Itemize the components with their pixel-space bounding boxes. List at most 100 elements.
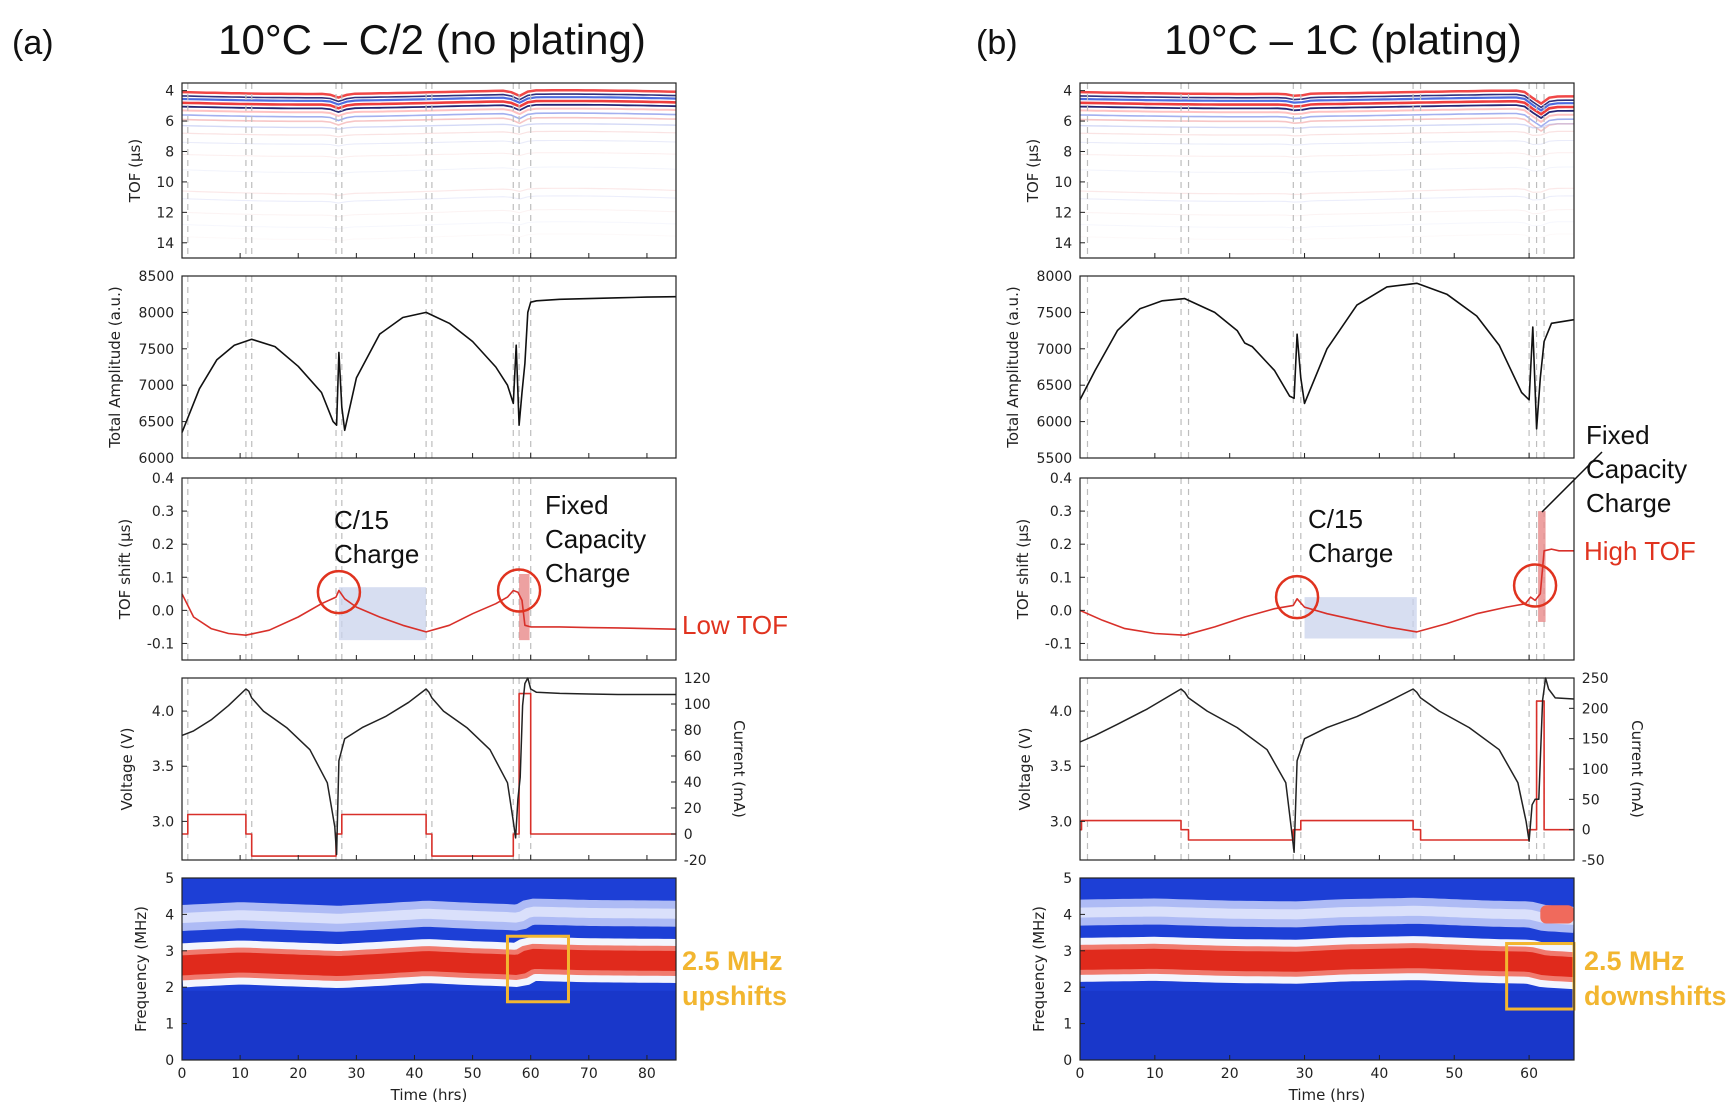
tof-waterfall-trace bbox=[181, 103, 677, 114]
freq-result-line1: 2.5 MHz bbox=[1584, 946, 1685, 976]
tof-waterfall-trace bbox=[181, 139, 677, 147]
current-y-tick-label: 100 bbox=[684, 697, 711, 713]
current-y-tick-label: 250 bbox=[1582, 671, 1609, 687]
tof-waterfall-y-tick-label: 8 bbox=[165, 144, 174, 160]
frequency-y-tick-label: 2 bbox=[1063, 980, 1072, 996]
freq-result-line2: upshifts bbox=[682, 981, 787, 1011]
voltage-y-tick-label: 3.5 bbox=[1050, 759, 1072, 775]
tof-waterfall-y-tick-label: 12 bbox=[1054, 205, 1072, 221]
spectrogram-upper-band-core bbox=[181, 906, 677, 924]
amplitude-y-tick-label: 6500 bbox=[139, 415, 175, 431]
amplitude-y-tick-label: 7500 bbox=[139, 342, 175, 358]
x-tick-label: 20 bbox=[1221, 1066, 1239, 1082]
fixed-label-line1: Fixed bbox=[545, 490, 609, 520]
fixed-label-line3: Charge bbox=[545, 558, 630, 588]
tof-waterfall-trace bbox=[181, 187, 677, 197]
fixed-leader-line bbox=[1541, 451, 1603, 513]
fixed-label-line2: Capacity bbox=[545, 524, 646, 554]
x-tick-label: 20 bbox=[289, 1066, 307, 1082]
tof-waterfall-y-tick-label: 6 bbox=[165, 114, 174, 130]
tof-shift-y-tick-label: -0.1 bbox=[147, 636, 174, 652]
current-y-tick-label: 20 bbox=[684, 801, 702, 817]
tof-waterfall-trace bbox=[1079, 139, 1574, 146]
voltage-y-tick-label: 3.0 bbox=[152, 814, 174, 830]
tof-shift-line bbox=[1079, 548, 1574, 636]
x-tick-label: 60 bbox=[522, 1066, 540, 1082]
spectrogram-low-band bbox=[182, 990, 676, 1060]
fixed-label-line3: Charge bbox=[1586, 488, 1671, 518]
x-tick-label: 10 bbox=[1146, 1066, 1164, 1082]
amplitude-y-tick-label: 8500 bbox=[139, 269, 175, 285]
tof-waterfall-trace bbox=[181, 166, 677, 175]
current-line bbox=[182, 692, 676, 857]
tof-waterfall-trace bbox=[1079, 221, 1574, 229]
tof-shift-y-tick-label: -0.1 bbox=[1045, 636, 1072, 652]
x-tick-label: 30 bbox=[1296, 1066, 1314, 1082]
tof-shift-y-tick-label: 0.1 bbox=[1050, 570, 1072, 586]
x-tick-label: 50 bbox=[1445, 1066, 1463, 1082]
x-tick-label: 0 bbox=[178, 1066, 187, 1082]
c15-label-line2: Charge bbox=[334, 539, 419, 569]
amplitude-y-tick-label: 5500 bbox=[1037, 451, 1073, 467]
current-line bbox=[1080, 700, 1574, 841]
frequency-y-tick-label: 0 bbox=[165, 1053, 174, 1069]
x-tick-label: 70 bbox=[580, 1066, 598, 1082]
voltage-y-tick-label: 4.0 bbox=[1050, 704, 1072, 720]
amplitude-y-tick-label: 8000 bbox=[139, 305, 175, 321]
current-ylabel: Current (mA) bbox=[730, 720, 748, 818]
tof-waterfall-trace bbox=[1079, 96, 1574, 112]
amplitude-line bbox=[1079, 282, 1575, 430]
tof-shift-y-tick-label: 0.3 bbox=[152, 504, 174, 520]
current-ylabel: Current (mA) bbox=[1628, 720, 1646, 818]
spectrogram-hot-spot bbox=[1540, 905, 1574, 924]
highlight-circle bbox=[316, 569, 362, 615]
amplitude-y-tick-label: 6000 bbox=[1037, 415, 1073, 431]
frequency-y-tick-label: 3 bbox=[165, 944, 174, 960]
current-y-tick-label: 0 bbox=[684, 827, 693, 843]
tof-waterfall-trace bbox=[181, 130, 677, 138]
tof-shift-y-tick-label: 0.4 bbox=[152, 471, 174, 487]
tof-shift-y-tick-label: 0.1 bbox=[152, 570, 174, 586]
x-tick-label: 40 bbox=[406, 1066, 424, 1082]
panel-a-title: 10°C – C/2 (no plating) bbox=[218, 16, 646, 63]
amplitude-frame bbox=[1079, 275, 1575, 459]
panel-a-label: (a) bbox=[12, 24, 54, 62]
amplitude-y-tick-label: 7000 bbox=[1037, 342, 1073, 358]
tof-waterfall-trace bbox=[1079, 152, 1574, 158]
tof-result-label: Low TOF bbox=[682, 610, 788, 640]
voltage-current-frame bbox=[181, 677, 677, 861]
tof-waterfall-y-tick-label: 10 bbox=[1054, 175, 1072, 191]
voltage-line bbox=[1079, 677, 1575, 854]
x-tick-label: 50 bbox=[464, 1066, 482, 1082]
tof-result-label: High TOF bbox=[1584, 536, 1696, 566]
tof-waterfall-y-tick-label: 4 bbox=[1063, 84, 1072, 100]
current-y-tick-label: 50 bbox=[1582, 792, 1600, 808]
tof-waterfall-trace bbox=[1079, 209, 1574, 217]
tof-waterfall-frame bbox=[1079, 82, 1575, 259]
current-y-tick-label: 60 bbox=[684, 749, 702, 765]
frequency-y-tick-label: 4 bbox=[165, 907, 174, 923]
tof-waterfall-trace bbox=[181, 123, 677, 130]
tof-shift-y-tick-label: 0.2 bbox=[152, 537, 174, 553]
tof-waterfall-trace bbox=[181, 195, 677, 204]
tof-shift-ylabel: TOF shift (µs) bbox=[1014, 519, 1032, 621]
tof-waterfall-trace bbox=[1079, 123, 1574, 130]
amplitude-y-tick-label: 6500 bbox=[1037, 378, 1073, 394]
time-xlabel: Time (hrs) bbox=[390, 1086, 468, 1104]
amplitude-y-tick-label: 7000 bbox=[139, 378, 175, 394]
tof-waterfall-y-tick-label: 14 bbox=[1054, 236, 1072, 252]
c15-label-line1: C/15 bbox=[334, 505, 389, 535]
highlight-circle bbox=[496, 568, 542, 613]
x-tick-label: 40 bbox=[1370, 1066, 1388, 1082]
current-y-tick-label: 100 bbox=[1582, 762, 1609, 778]
spectrogram-low-band bbox=[1080, 990, 1574, 1060]
tof-waterfall-trace bbox=[1079, 117, 1574, 132]
voltage-y-tick-label: 4.0 bbox=[152, 704, 174, 720]
tof-waterfall-trace bbox=[181, 152, 677, 159]
tof-waterfall-y-tick-label: 12 bbox=[156, 205, 174, 221]
frequency-y-tick-label: 2 bbox=[165, 980, 174, 996]
tof-shift-y-tick-label: 0.4 bbox=[1050, 471, 1072, 487]
highlight-circle bbox=[1512, 563, 1558, 608]
